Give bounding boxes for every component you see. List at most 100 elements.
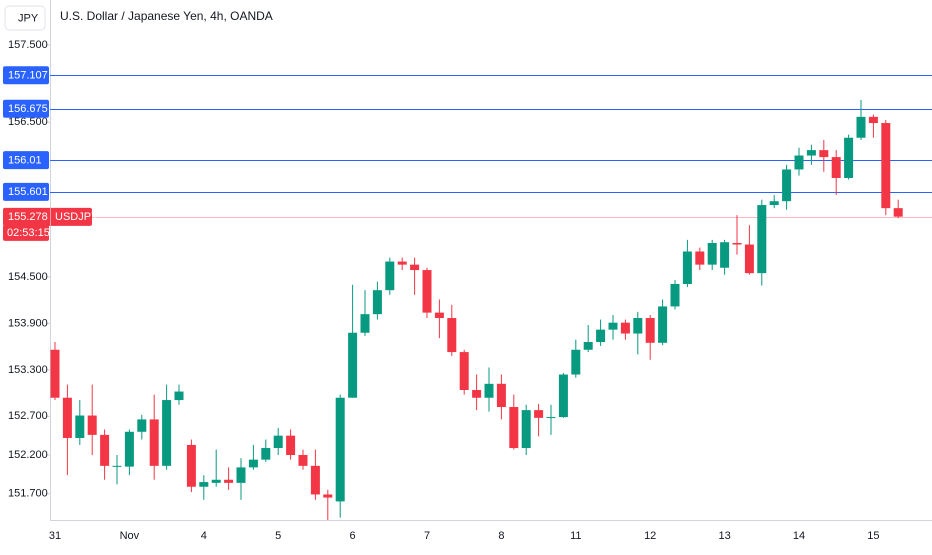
candle-body xyxy=(335,397,345,502)
candle-body xyxy=(149,419,159,466)
candle-body xyxy=(273,435,283,449)
candle-body xyxy=(521,410,531,449)
price-tag xyxy=(3,66,49,85)
candle-body xyxy=(695,251,705,265)
x-tick-label: 11 xyxy=(570,530,581,542)
candle-body xyxy=(546,417,556,419)
x-tick-label: 15 xyxy=(867,530,879,542)
y-tick-label: 156.500 xyxy=(8,116,48,128)
candle-body xyxy=(261,448,271,460)
countdown-tag xyxy=(3,224,49,241)
x-tick-label: 5 xyxy=(275,530,281,542)
candle-body xyxy=(831,157,841,178)
candle-body xyxy=(100,434,110,466)
candle-body xyxy=(75,415,85,438)
candle-body xyxy=(298,455,308,466)
currency-button[interactable] xyxy=(4,5,46,31)
x-tick-label: 8 xyxy=(498,530,504,542)
candle-body xyxy=(385,261,395,291)
candle-body xyxy=(844,137,854,178)
candle-body xyxy=(782,169,792,202)
candle-body xyxy=(769,201,779,206)
candle-body xyxy=(893,208,903,217)
candle-body xyxy=(620,322,630,334)
candle-body xyxy=(720,242,730,268)
x-tick-label: 13 xyxy=(718,530,730,542)
candle-body xyxy=(757,205,767,274)
price-tag-label: 155.601 xyxy=(8,186,48,198)
candle-body xyxy=(732,242,742,245)
y-tick-label: 151.700 xyxy=(8,488,48,500)
candle-body xyxy=(645,318,655,343)
candle-body xyxy=(248,459,258,468)
candle-body xyxy=(608,322,618,330)
x-tick-label: 31 xyxy=(49,530,61,542)
y-tick-label: 152.200 xyxy=(8,449,48,461)
current-price-tag xyxy=(3,207,92,226)
candle-body xyxy=(682,251,692,284)
y-tick-label: 152.700 xyxy=(8,410,48,422)
candle-body xyxy=(137,419,147,432)
candle-body xyxy=(744,244,754,274)
x-tick-label: 12 xyxy=(644,530,656,542)
candle-body xyxy=(348,332,358,398)
candle-body xyxy=(571,349,581,375)
candle-body xyxy=(422,270,432,313)
candle-body xyxy=(472,390,482,398)
candle-body xyxy=(583,342,593,350)
candle-body xyxy=(496,383,506,408)
price-tag-label: 156.01 xyxy=(8,155,42,167)
candle-body xyxy=(124,431,134,467)
x-tick-label: 4 xyxy=(201,530,207,542)
candle-body xyxy=(707,242,717,265)
price-tag-label: 157.107 xyxy=(8,70,48,82)
candle-body xyxy=(360,314,370,333)
candle-body xyxy=(509,407,519,449)
y-tick-label: 153.300 xyxy=(8,364,48,376)
candle-body xyxy=(286,435,296,455)
x-tick-label: 6 xyxy=(350,530,356,542)
candle-body xyxy=(868,116,878,124)
candle-body xyxy=(459,352,469,390)
candle-body xyxy=(856,116,866,138)
candle-body xyxy=(670,283,680,307)
candle-body xyxy=(199,482,209,487)
candle-body xyxy=(794,155,804,170)
candle-body xyxy=(236,467,246,483)
candle-body xyxy=(434,312,444,319)
candle-body xyxy=(447,318,457,353)
x-tick-label: 14 xyxy=(793,530,805,542)
candle-body xyxy=(819,150,829,158)
candle-body xyxy=(62,397,72,438)
y-tick-label: 154.500 xyxy=(8,271,48,283)
candle-body xyxy=(211,479,221,483)
countdown-label: 02:53:15 xyxy=(7,227,50,239)
price-tag xyxy=(3,99,49,118)
candle-body xyxy=(372,290,382,315)
candle-body xyxy=(397,261,407,265)
x-tick-label: 7 xyxy=(424,530,430,542)
candle-body xyxy=(310,465,320,495)
candle-body xyxy=(558,374,568,418)
currency-label[interactable]: JPY xyxy=(18,12,39,24)
candle-body xyxy=(224,479,234,483)
price-tag xyxy=(3,151,49,170)
candle-body xyxy=(806,150,816,156)
y-tick-label: 153.900 xyxy=(8,317,48,329)
y-tick-label: 157.500 xyxy=(8,39,48,51)
candle-body xyxy=(881,123,891,209)
price-tag-label: 156.675 xyxy=(8,103,48,115)
candle-body xyxy=(658,306,668,343)
candle-body xyxy=(484,383,494,398)
candle-body xyxy=(323,494,333,498)
candle-body xyxy=(410,264,420,271)
price-tag xyxy=(3,182,49,201)
candle-body xyxy=(112,465,122,467)
candle-body xyxy=(87,415,97,435)
chart-title: U.S. Dollar / Japanese Yen, 4h, OANDA xyxy=(60,9,273,23)
current-price-label: 155.278 xyxy=(8,211,48,223)
x-tick-label: Nov xyxy=(120,530,140,542)
candle-body xyxy=(534,410,544,418)
